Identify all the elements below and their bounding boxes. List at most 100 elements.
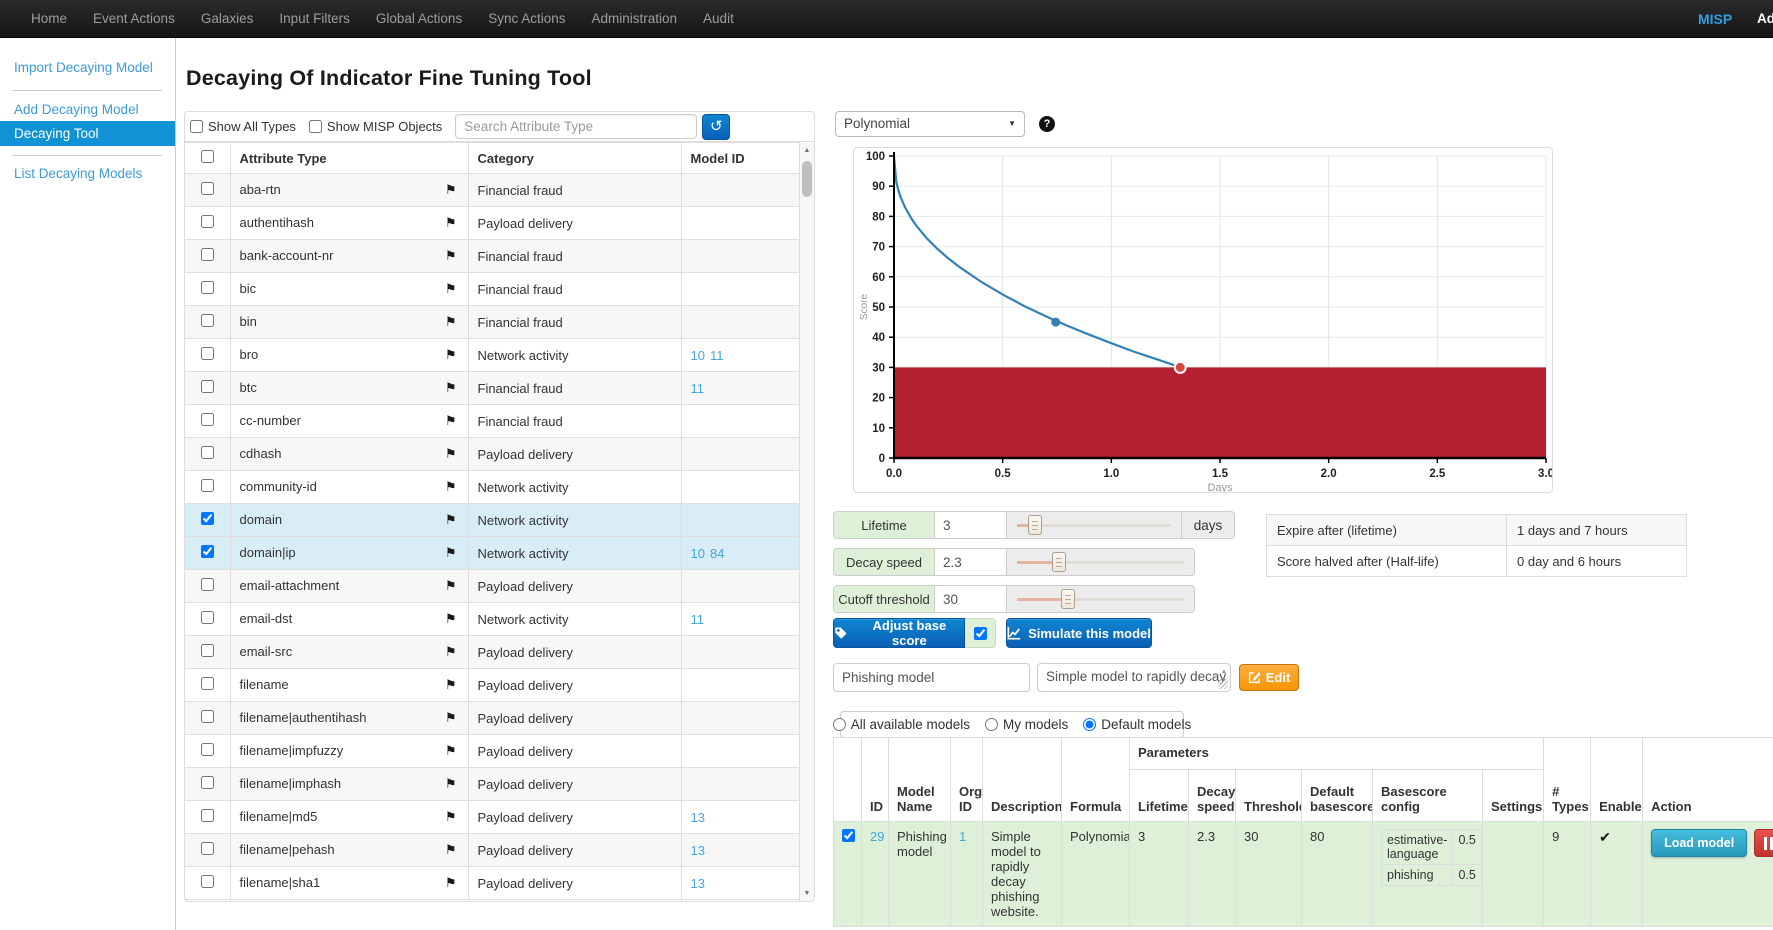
resize-grip-icon[interactable] xyxy=(1218,679,1228,689)
model-id-link[interactable]: 10 xyxy=(691,348,705,363)
filter-my-models[interactable]: My models xyxy=(985,717,1068,732)
row-checkbox[interactable] xyxy=(201,809,214,822)
navbar-user-menu[interactable]: Admin xyxy=(1757,0,1773,38)
sidebar-item-add-decaying-model[interactable]: Add Decaying Model xyxy=(0,100,175,120)
flag-icon[interactable]: ⚑ xyxy=(445,413,457,429)
lifetime-slider-handle[interactable] xyxy=(1028,515,1042,535)
row-checkbox[interactable] xyxy=(201,776,214,789)
adjust-base-score-toggle-cell[interactable] xyxy=(965,618,996,648)
attribute-row[interactable]: filename|sha1⚑Payload delivery13 xyxy=(185,867,800,900)
flag-icon[interactable]: ⚑ xyxy=(445,611,457,627)
flag-icon[interactable]: ⚑ xyxy=(445,710,457,726)
lifetime-input[interactable] xyxy=(935,512,1007,538)
filter-all-available-models[interactable]: All available models xyxy=(833,717,970,732)
row-checkbox[interactable] xyxy=(201,743,214,756)
row-checkbox[interactable] xyxy=(201,281,214,294)
nav-item-input-filters[interactable]: Input Filters xyxy=(266,0,363,38)
flag-icon[interactable]: ⚑ xyxy=(445,809,457,825)
row-checkbox[interactable] xyxy=(201,677,214,690)
attribute-row[interactable]: email-dst⚑Network activity11 xyxy=(185,603,800,636)
row-checkbox[interactable] xyxy=(201,182,214,195)
row-select-cell[interactable] xyxy=(185,735,230,768)
show-misp-objects-checkbox[interactable] xyxy=(309,120,322,133)
model-id-link[interactable]: 11 xyxy=(691,381,705,396)
row-checkbox[interactable] xyxy=(201,512,214,525)
lifetime-slider-track[interactable] xyxy=(1007,512,1181,538)
row-select-cell[interactable] xyxy=(185,768,230,801)
attribute-row[interactable]: bro⚑Network activity1011 xyxy=(185,339,800,372)
decay-speed-slider-track[interactable] xyxy=(1007,549,1194,575)
flag-icon[interactable]: ⚑ xyxy=(445,347,457,363)
model-id-link[interactable]: 10 xyxy=(691,546,705,561)
row-checkbox[interactable] xyxy=(201,578,214,591)
row-select-cell[interactable] xyxy=(185,504,230,537)
flag-icon[interactable]: ⚑ xyxy=(445,281,457,297)
row-select-cell[interactable] xyxy=(185,834,230,867)
flag-icon[interactable]: ⚑ xyxy=(445,380,457,396)
scroll-up-icon[interactable]: ▲ xyxy=(800,143,814,158)
row-select-cell[interactable] xyxy=(185,636,230,669)
current-score-point[interactable] xyxy=(1051,318,1060,327)
sidebar-item-decaying-tool[interactable]: Decaying Tool xyxy=(0,121,175,146)
help-icon[interactable]: ? xyxy=(1039,116,1055,132)
row-select-cell[interactable] xyxy=(185,240,230,273)
row-checkbox[interactable] xyxy=(201,479,214,492)
row-checkbox[interactable] xyxy=(201,215,214,228)
row-select-cell[interactable] xyxy=(185,306,230,339)
select-all-cell[interactable] xyxy=(185,143,230,174)
cutoff-threshold-slider-track[interactable] xyxy=(1007,586,1194,612)
adjust-base-score-checkbox[interactable] xyxy=(974,627,987,640)
attribute-row[interactable]: community-id⚑Network activity xyxy=(185,471,800,504)
row-select-cell[interactable] xyxy=(185,207,230,240)
row-select-cell[interactable] xyxy=(185,372,230,405)
row-select-cell[interactable] xyxy=(185,273,230,306)
attribute-row[interactable]: domain|ip⚑Network activity1084 xyxy=(185,537,800,570)
model-id-link[interactable]: 13 xyxy=(691,843,705,858)
attribute-row[interactable]: cc-number⚑Financial fraud xyxy=(185,405,800,438)
org-id-link[interactable]: 1 xyxy=(959,829,966,844)
select-all-checkbox[interactable] xyxy=(201,150,214,163)
row-select-cell[interactable] xyxy=(185,405,230,438)
model-id-link[interactable]: 11 xyxy=(710,348,724,363)
decay-speed-input[interactable] xyxy=(935,549,1007,575)
all-available-models-radio[interactable] xyxy=(833,718,846,731)
attribute-row[interactable]: filename|imphash⚑Payload delivery xyxy=(185,768,800,801)
attribute-row[interactable]: email-attachment⚑Payload delivery xyxy=(185,570,800,603)
threshold-point[interactable] xyxy=(1175,362,1186,373)
attribute-row[interactable]: domain⚑Network activity xyxy=(185,504,800,537)
row-checkbox[interactable] xyxy=(201,842,214,855)
nav-item-sync-actions[interactable]: Sync Actions xyxy=(475,0,578,38)
row-select-cell[interactable] xyxy=(185,702,230,735)
flag-icon[interactable]: ⚑ xyxy=(445,314,457,330)
filter-default-models[interactable]: Default models xyxy=(1083,717,1191,732)
attribute-row[interactable]: filename|md5⚑Payload delivery13 xyxy=(185,801,800,834)
nav-item-administration[interactable]: Administration xyxy=(579,0,691,38)
scrollbar-thumb[interactable] xyxy=(802,161,812,197)
row-select-cell[interactable] xyxy=(185,669,230,702)
row-select-cell[interactable] xyxy=(185,801,230,834)
attribute-row[interactable]: filename|impfuzzy⚑Payload delivery xyxy=(185,735,800,768)
attribute-row[interactable]: bank-account-nr⚑Financial fraud xyxy=(185,240,800,273)
row-select-cell[interactable] xyxy=(185,570,230,603)
my-models-radio[interactable] xyxy=(985,718,998,731)
attribute-row[interactable]: filename⚑Payload delivery xyxy=(185,669,800,702)
attribute-row[interactable]: aba-rtn⚑Financial fraud xyxy=(185,174,800,207)
sidebar-item-import-decaying-model[interactable]: Import Decaying Model xyxy=(0,58,175,78)
load-model-button[interactable]: Load model xyxy=(1651,829,1747,857)
nav-item-audit[interactable]: Audit xyxy=(690,0,747,38)
pause-model-button[interactable] xyxy=(1754,829,1773,857)
flag-icon[interactable]: ⚑ xyxy=(445,182,457,198)
attribute-table-scrollbar[interactable]: ▲ ▼ xyxy=(799,143,814,901)
attribute-row[interactable]: authentihash⚑Payload delivery xyxy=(185,207,800,240)
row-checkbox[interactable] xyxy=(201,380,214,393)
row-select-cell[interactable] xyxy=(185,339,230,372)
edit-model-button[interactable]: Edit xyxy=(1239,664,1299,691)
model-select-cell[interactable] xyxy=(834,822,862,927)
model-id-link[interactable]: 13 xyxy=(691,876,705,891)
flag-icon[interactable]: ⚑ xyxy=(445,842,457,858)
model-id-link[interactable]: 13 xyxy=(691,810,705,825)
row-checkbox[interactable] xyxy=(201,644,214,657)
row-checkbox[interactable] xyxy=(201,875,214,888)
model-id-link[interactable]: 11 xyxy=(691,612,705,627)
sidebar-item-list-decaying-models[interactable]: List Decaying Models xyxy=(0,164,175,184)
